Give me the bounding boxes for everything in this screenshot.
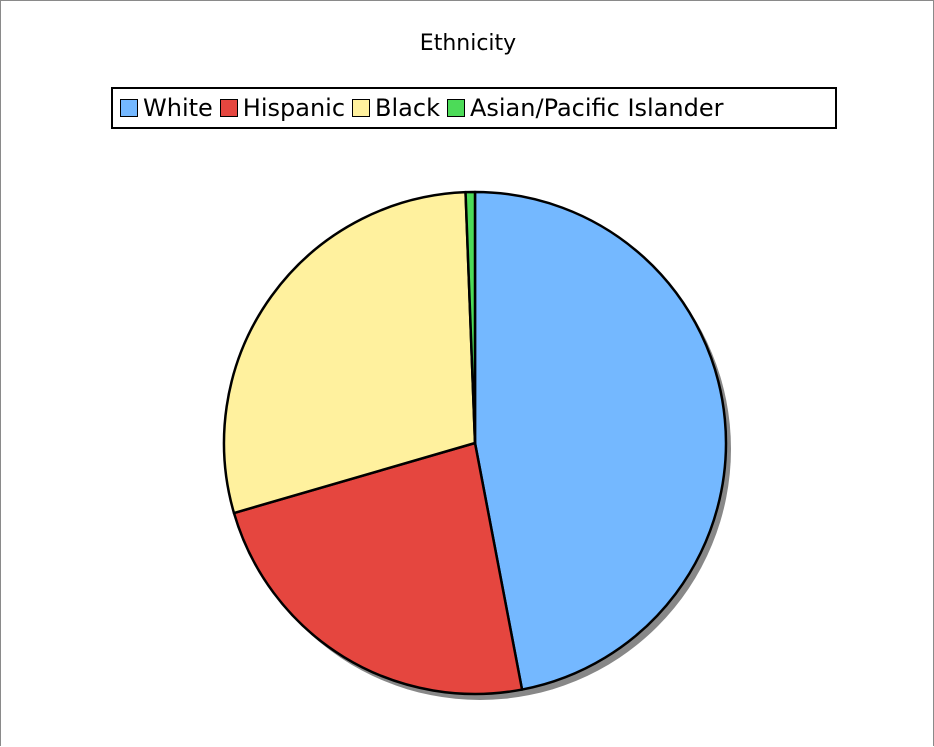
legend-item-white: White	[120, 94, 213, 122]
legend-swatch-asian-pacific-islander	[446, 99, 465, 117]
legend-item-black: Black	[352, 94, 440, 122]
legend-item-hispanic: Hispanic	[219, 94, 346, 122]
legend-label-white: White	[143, 94, 213, 122]
pie-slice-hispanic	[232, 441, 524, 696]
pie-slice-asian-pacific-islander	[464, 190, 477, 445]
legend-swatch-hispanic	[219, 99, 238, 117]
chart-legend: White Hispanic Black Asian/Pacific Islan…	[111, 87, 837, 129]
legend-label-hispanic: Hispanic	[242, 94, 346, 122]
legend-label-asian-pacific-islander: Asian/Pacific Islander	[469, 94, 724, 122]
pie-slice-black	[222, 190, 477, 515]
legend-swatch-white	[120, 99, 138, 117]
chart-title: Ethnicity	[419, 31, 517, 56]
legend-item-asian-pacific-islander: Asian/Pacific Islander	[446, 94, 724, 122]
legend-swatch-black	[352, 99, 371, 117]
pie-slice-white	[473, 190, 728, 691]
legend-label-black: Black	[375, 94, 440, 122]
pie-slices	[222, 190, 728, 696]
